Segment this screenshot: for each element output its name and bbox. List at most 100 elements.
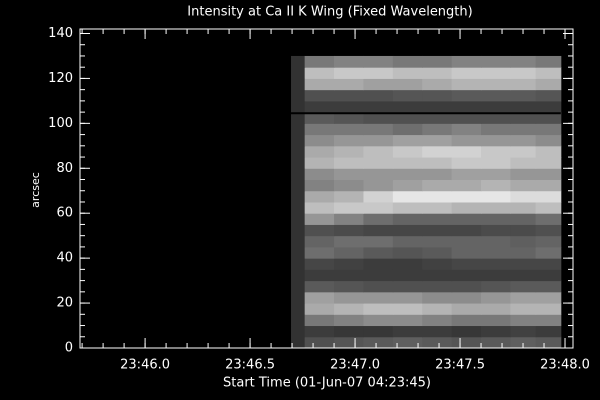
heatmap-cell: [334, 269, 364, 282]
heatmap-cell: [304, 100, 335, 113]
heatmap-cell: [304, 235, 335, 248]
x-axis-label: Start Time (01-Jun-07 04:23:45): [223, 376, 431, 391]
heatmap-cell: [304, 134, 335, 147]
heatmap-cell: [510, 55, 537, 68]
heatmap-cell: [451, 303, 482, 315]
heatmap-cell: [334, 55, 364, 68]
heatmap-cell: [451, 224, 482, 237]
heatmap-cell: [291, 246, 306, 259]
heatmap-cell: [535, 235, 562, 248]
heatmap-cell: [535, 336, 562, 349]
x-tick-label: 23:48.0: [540, 358, 590, 373]
heatmap-cell: [510, 123, 537, 136]
heatmap-cell: [392, 201, 423, 214]
heatmap-cell: [451, 325, 482, 338]
heatmap-cell: [363, 235, 394, 248]
heatmap-cell: [510, 325, 537, 338]
heatmap-cell: [510, 269, 537, 282]
heatmap-cell: [304, 123, 335, 136]
heatmap-cell: [291, 168, 306, 181]
heatmap-cell: [334, 67, 364, 79]
heatmap-cell: [392, 134, 423, 147]
heatmap-cell: [291, 78, 306, 91]
heatmap: [291, 55, 562, 349]
heatmap-cell: [291, 100, 306, 113]
heatmap-cell: [422, 112, 453, 124]
heatmap-cell: [535, 314, 562, 327]
heatmap-cell: [422, 190, 453, 203]
heatmap-cell: [481, 201, 511, 214]
heatmap-cell: [510, 67, 537, 79]
heatmap-cell: [363, 89, 394, 102]
heatmap-cell: [451, 123, 482, 136]
heatmap-cell: [363, 314, 394, 327]
heatmap-cell: [422, 123, 453, 136]
heatmap-cell: [481, 67, 511, 79]
heatmap-cell: [392, 291, 423, 304]
heatmap-cell: [304, 246, 335, 259]
heatmap-cell: [291, 55, 306, 68]
heatmap-cell: [481, 179, 511, 192]
heatmap-cell: [481, 123, 511, 136]
heatmap-cell: [363, 213, 394, 225]
heatmap-cell: [535, 201, 562, 214]
heatmap-cell: [481, 112, 511, 124]
heatmap-cell: [392, 258, 423, 270]
heatmap-cell: [535, 78, 562, 91]
heatmap-cell: [535, 190, 562, 203]
heatmap-cell: [291, 67, 306, 79]
heatmap-cell: [535, 258, 562, 270]
heatmap-cell: [304, 224, 335, 237]
heatmap-cell: [535, 246, 562, 259]
heatmap-cell: [304, 190, 335, 203]
heatmap-cell: [304, 314, 335, 327]
heatmap-cell: [392, 100, 423, 113]
heatmap-cell: [451, 78, 482, 91]
heatmap-cell: [334, 235, 364, 248]
x-tick-label: 23:46.5: [225, 358, 275, 373]
heatmap-cell: [535, 168, 562, 181]
heatmap-cell: [451, 100, 482, 113]
heatmap-cell: [481, 336, 511, 349]
heatmap-cell: [291, 235, 306, 248]
y-tick-label: 60: [56, 206, 73, 221]
heatmap-cell: [334, 112, 364, 124]
heatmap-cell: [392, 213, 423, 225]
heatmap-cell: [304, 303, 335, 315]
heatmap-cell: [481, 235, 511, 248]
heatmap-cell: [451, 235, 482, 248]
heatmap-cell: [422, 325, 453, 338]
heatmap-cell: [481, 269, 511, 282]
plot-frame: [79, 28, 574, 349]
heatmap-cell: [392, 325, 423, 338]
heatmap-cell: [422, 201, 453, 214]
heatmap-cell: [510, 314, 537, 327]
heatmap-cell: [535, 145, 562, 158]
heatmap-cell: [291, 134, 306, 147]
heatmap-cell: [481, 280, 511, 293]
heatmap-cell: [291, 269, 306, 282]
heatmap-cell: [392, 123, 423, 136]
heatmap-cell: [422, 55, 453, 68]
heatmap-cell: [481, 314, 511, 327]
heatmap-cell: [304, 336, 335, 349]
heatmap-cell: [304, 179, 335, 192]
heatmap-cell: [535, 112, 562, 124]
heatmap-cell: [363, 157, 394, 169]
heatmap-cell: [334, 280, 364, 293]
heatmap-cell: [334, 303, 364, 315]
heatmap-cell: [363, 55, 394, 68]
heatmap-cell: [422, 89, 453, 102]
y-tick-label: 100: [48, 116, 73, 131]
heatmap-cell: [535, 89, 562, 102]
heatmap-cell: [334, 100, 364, 113]
heatmap-cell: [422, 145, 453, 158]
heatmap-cell: [334, 157, 364, 169]
heatmap-cell: [535, 269, 562, 282]
heatmap-cell: [392, 179, 423, 192]
heatmap-cell: [510, 258, 537, 270]
heatmap-cell: [451, 269, 482, 282]
heatmap-cell: [535, 134, 562, 147]
